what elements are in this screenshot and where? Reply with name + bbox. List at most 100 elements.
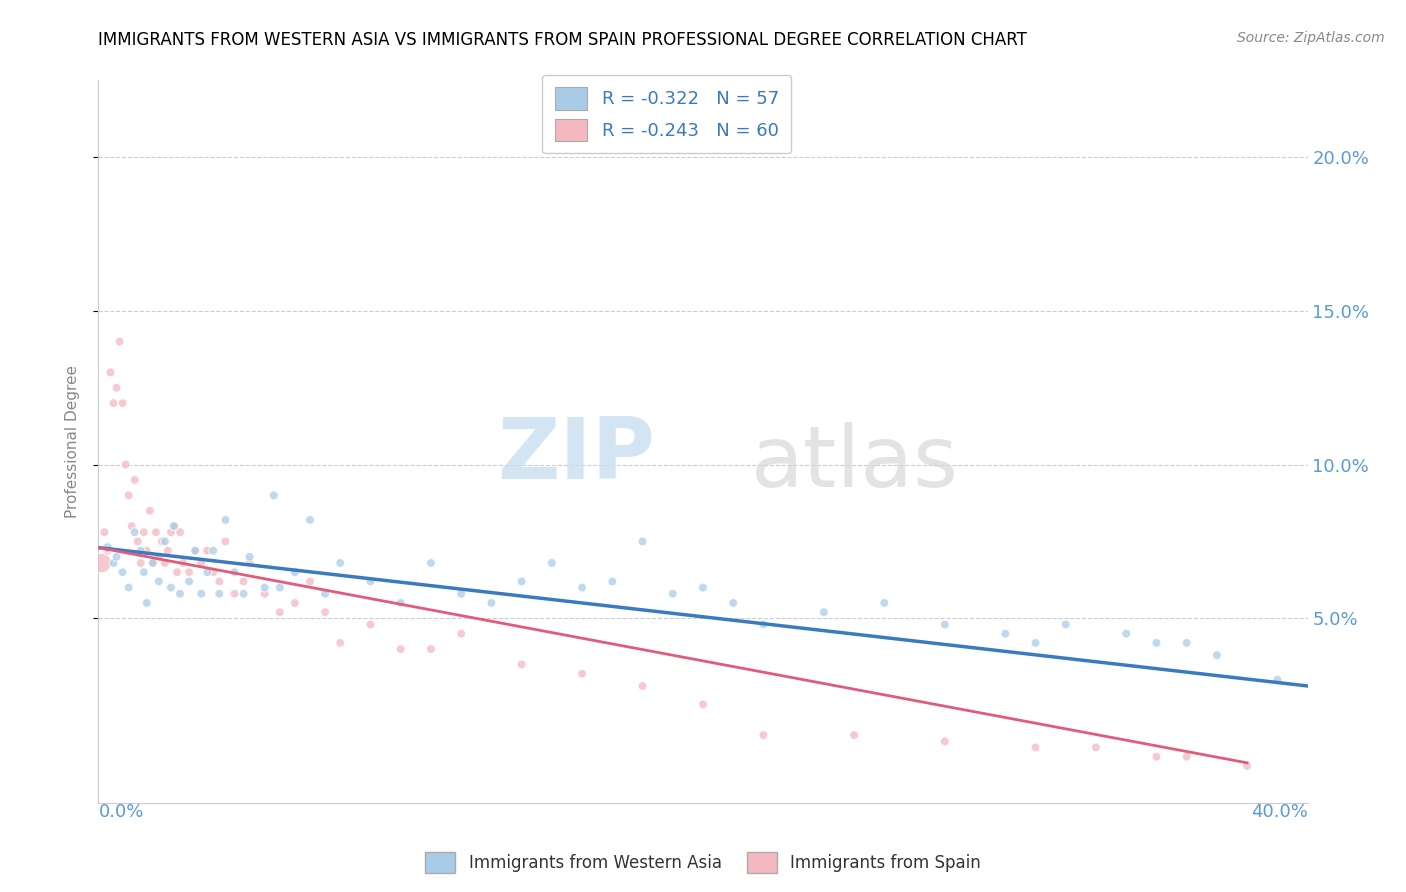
Point <box>934 734 956 748</box>
Point <box>103 396 125 410</box>
Point <box>481 596 503 610</box>
Point <box>253 581 276 595</box>
Point <box>153 556 176 570</box>
Point <box>111 565 134 579</box>
Point <box>108 334 131 349</box>
Point <box>450 626 472 640</box>
Point <box>145 525 167 540</box>
Point <box>994 626 1017 640</box>
Point <box>129 543 152 558</box>
Point <box>269 581 291 595</box>
Point <box>169 525 191 540</box>
Point <box>100 365 122 379</box>
Point <box>208 574 231 589</box>
Point <box>571 666 593 681</box>
Point <box>253 587 276 601</box>
Point <box>160 525 183 540</box>
Point <box>114 458 136 472</box>
Point <box>202 543 225 558</box>
Point <box>214 513 236 527</box>
Point <box>121 519 143 533</box>
Point <box>224 565 246 579</box>
Point <box>360 617 382 632</box>
Point <box>169 587 191 601</box>
Point <box>163 519 186 533</box>
Point <box>1144 636 1167 650</box>
Point <box>224 587 246 601</box>
Point <box>195 543 218 558</box>
Point <box>232 574 254 589</box>
Point <box>1175 636 1198 650</box>
Point <box>299 513 322 527</box>
Point <box>139 504 162 518</box>
Point <box>184 543 207 558</box>
Text: ZIP: ZIP <box>496 415 655 498</box>
Point <box>132 525 155 540</box>
Point <box>450 587 472 601</box>
Point <box>96 543 118 558</box>
Point <box>661 587 683 601</box>
Point <box>90 556 112 570</box>
Point <box>263 488 285 502</box>
Text: 0.0%: 0.0% <box>98 803 143 821</box>
Point <box>118 581 141 595</box>
Point <box>873 596 896 610</box>
Point <box>284 565 307 579</box>
Point <box>389 596 412 610</box>
Point <box>232 587 254 601</box>
Point <box>934 617 956 632</box>
Point <box>1024 740 1046 755</box>
Point <box>1115 626 1137 640</box>
Point <box>118 488 141 502</box>
Point <box>239 556 262 570</box>
Point <box>142 556 165 570</box>
Point <box>184 543 207 558</box>
Point <box>150 534 173 549</box>
Point <box>202 565 225 579</box>
Point <box>105 381 128 395</box>
Point <box>752 728 775 742</box>
Legend: R = -0.322   N = 57, R = -0.243   N = 60: R = -0.322 N = 57, R = -0.243 N = 60 <box>541 75 792 153</box>
Point <box>692 698 714 712</box>
Point <box>631 679 654 693</box>
Point <box>602 574 624 589</box>
Point <box>692 581 714 595</box>
Point <box>172 556 194 570</box>
Point <box>163 519 186 533</box>
Point <box>1236 759 1258 773</box>
Point <box>148 574 170 589</box>
Point <box>420 642 443 657</box>
Point <box>1024 636 1046 650</box>
Point <box>723 596 745 610</box>
Point <box>540 556 562 570</box>
Point <box>124 525 146 540</box>
Point <box>135 543 157 558</box>
Point <box>389 642 412 657</box>
Y-axis label: Professional Degree: Professional Degree <box>65 365 80 518</box>
Point <box>135 596 157 610</box>
Point <box>111 396 134 410</box>
Point <box>360 574 382 589</box>
Point <box>420 556 443 570</box>
Point <box>510 657 533 672</box>
Point <box>299 574 322 589</box>
Point <box>190 556 212 570</box>
Point <box>156 543 179 558</box>
Point <box>571 581 593 595</box>
Point <box>153 534 176 549</box>
Point <box>1054 617 1077 632</box>
Point <box>132 565 155 579</box>
Point <box>1267 673 1289 687</box>
Point <box>329 636 352 650</box>
Text: atlas: atlas <box>751 422 959 505</box>
Point <box>314 605 336 619</box>
Point <box>105 549 128 564</box>
Point <box>269 605 291 619</box>
Point <box>179 565 201 579</box>
Point <box>96 541 118 555</box>
Point <box>1144 749 1167 764</box>
Point <box>631 534 654 549</box>
Point <box>166 565 188 579</box>
Point <box>1175 749 1198 764</box>
Point <box>190 587 212 601</box>
